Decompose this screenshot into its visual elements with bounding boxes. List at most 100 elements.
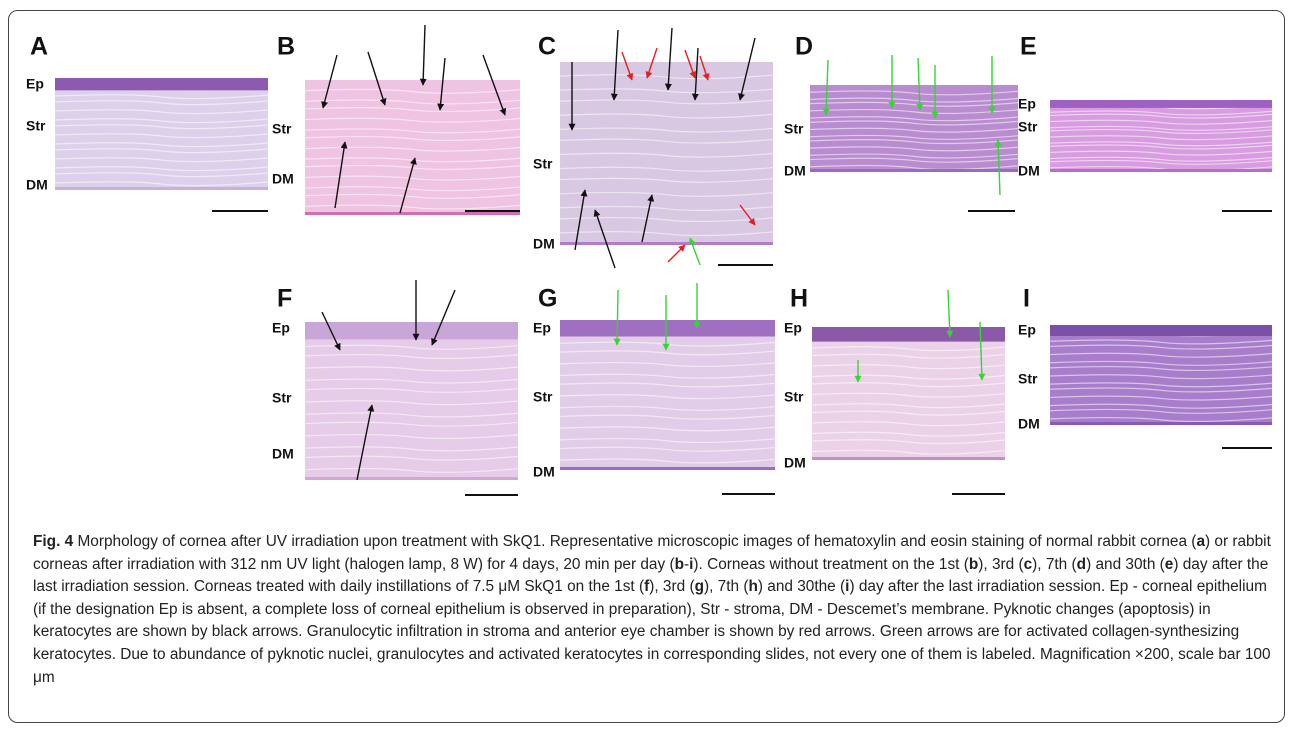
stroma-fiber xyxy=(811,449,1006,455)
stroma-fiber xyxy=(559,74,774,80)
stroma-fiber xyxy=(1049,387,1273,393)
caption-text: - xyxy=(683,555,690,573)
caption-text: i xyxy=(845,578,850,596)
panel-letter: B xyxy=(277,33,295,61)
caption-text: e xyxy=(1164,555,1174,573)
stroma-fiber xyxy=(811,382,1006,388)
stroma-fiber xyxy=(1049,159,1273,165)
caption-text: ) day after the last irradiation session… xyxy=(33,555,1269,596)
caption-text: a xyxy=(1196,533,1205,550)
stroma-fiber xyxy=(304,400,519,406)
stroma-fiber xyxy=(304,366,519,372)
layer-label: Str xyxy=(272,390,292,406)
stroma-fiber xyxy=(811,410,1006,416)
stroma-fiber xyxy=(304,135,521,142)
stroma-fiber xyxy=(811,364,1006,370)
arrow xyxy=(641,194,655,243)
stroma-fiber xyxy=(559,88,774,94)
layer-label: DM xyxy=(533,236,555,252)
arrow xyxy=(916,57,924,111)
stroma-fiber xyxy=(54,172,269,178)
stroma-fiber xyxy=(559,394,776,400)
layer-label: DM xyxy=(26,177,48,193)
stroma-fiber xyxy=(559,350,776,356)
stroma-fiber xyxy=(809,120,1019,126)
layer-label: Str xyxy=(26,118,46,134)
stroma-fiber xyxy=(559,166,774,172)
stroma-fiber xyxy=(304,128,521,134)
stroma-fiber xyxy=(304,455,519,461)
descemet-layer xyxy=(305,477,518,480)
stroma-fiber xyxy=(811,346,1006,352)
layer-label: Ep xyxy=(1018,322,1036,338)
stroma-fiber xyxy=(559,231,774,237)
caption-text: ). Corneas without treatment on the 1st … xyxy=(693,555,969,573)
stroma-fiber xyxy=(304,88,521,94)
stroma-fiber xyxy=(1049,110,1273,116)
caption-text: b xyxy=(674,555,684,573)
caption-text: ) and 30th ( xyxy=(1086,555,1165,573)
stroma-fiber xyxy=(304,175,521,181)
stroma-fiber xyxy=(811,392,1006,398)
arrow xyxy=(667,244,686,263)
arrow xyxy=(431,289,456,346)
stroma-fiber xyxy=(304,99,521,105)
stroma-fiber xyxy=(54,133,269,139)
arrow xyxy=(699,55,710,81)
arrow xyxy=(399,157,417,214)
stroma-fiber xyxy=(1049,365,1273,372)
arrow xyxy=(321,311,341,351)
stroma-fiber xyxy=(1049,128,1273,135)
caption-label: Fig. 4 xyxy=(33,533,74,550)
stroma-fiber xyxy=(54,166,269,172)
stroma-fiber xyxy=(559,177,774,183)
stroma-fiber xyxy=(1049,141,1273,147)
descemet-layer xyxy=(560,467,775,470)
arrow xyxy=(822,59,830,116)
stroma-fiber xyxy=(1049,416,1273,423)
layer-label: DM xyxy=(272,446,294,462)
layer-label: Ep xyxy=(784,320,802,336)
stroma-fiber xyxy=(559,113,774,119)
descemet-layer xyxy=(810,169,1018,172)
caption-text: Morphology of cornea after UV irradiatio… xyxy=(73,533,1197,550)
layer-label: Ep xyxy=(533,320,551,336)
stroma-fiber xyxy=(559,414,776,420)
arrow xyxy=(739,204,756,226)
stroma-fiber xyxy=(304,387,519,393)
panel-letter: F xyxy=(277,285,292,313)
stroma-fiber xyxy=(809,116,1019,122)
stroma-fiber xyxy=(1049,119,1273,125)
stroma-fiber xyxy=(304,378,519,384)
stroma-fiber xyxy=(304,193,521,199)
stroma-fiber xyxy=(304,107,521,113)
stroma-fiber xyxy=(54,100,269,106)
arrow xyxy=(613,289,621,346)
stroma-fiber xyxy=(1049,150,1273,156)
layer-label: DM xyxy=(533,464,555,480)
stroma-fiber xyxy=(809,139,1019,145)
panel-letter: D xyxy=(795,33,813,61)
stroma-fiber xyxy=(54,142,269,148)
panel-letter: E xyxy=(1020,33,1037,61)
stroma-fiber xyxy=(559,382,776,388)
arrow xyxy=(946,289,954,338)
stroma-fiber xyxy=(54,109,269,115)
epithelium-layer xyxy=(1050,100,1272,108)
stroma-fiber xyxy=(304,186,521,192)
panel-letter: C xyxy=(538,33,556,61)
stroma-fiber xyxy=(811,353,1006,359)
caption-text: ) or rabbit corneas after irradiation wi… xyxy=(33,533,1271,573)
stroma-fiber xyxy=(809,146,1019,152)
caption-text: h xyxy=(748,578,758,596)
stroma-fiber xyxy=(304,353,519,360)
stroma-fiber xyxy=(809,108,1019,115)
stroma-fiber xyxy=(809,90,1019,96)
layer-label: Str xyxy=(1018,371,1038,387)
stroma-fiber xyxy=(809,157,1019,163)
layer-label: DM xyxy=(784,455,806,471)
stroma-fiber xyxy=(559,216,774,223)
stroma-fiber xyxy=(304,433,519,440)
stroma-fiber xyxy=(559,405,776,411)
stroma-fiber xyxy=(559,205,774,211)
